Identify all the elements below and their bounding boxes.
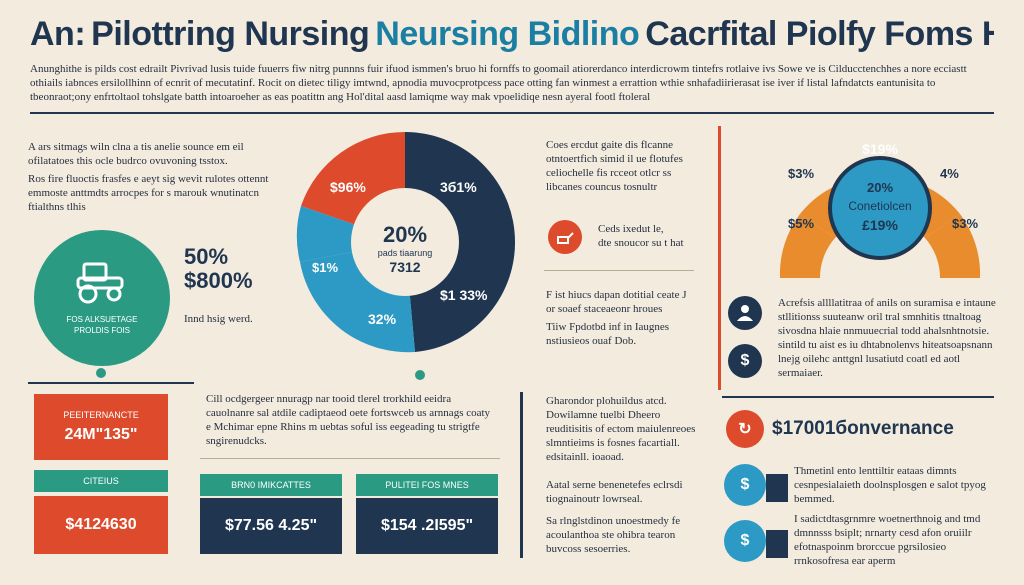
cycle-icon: ↻ <box>726 410 764 448</box>
gauge-label-3: 4% <box>940 166 959 181</box>
card-impacts-label: BRN0 IMIKCATTES <box>200 474 342 496</box>
right-item-3: Thmetinl ento lenttiltir eataas dimnts c… <box>794 465 986 505</box>
bottom-right-paragraph-2: Aatal serne benenetefes eclrsdi tiognain… <box>546 479 683 505</box>
title-word-2: Nursing <box>244 14 370 53</box>
pie-center-value: 7312 <box>389 259 420 275</box>
card-policies-label: PULITEI FOS MNES <box>356 474 498 496</box>
bottom-right-paragraph-3: Sa rlnglstdinon unoestmedy fe acoulantho… <box>546 515 681 555</box>
gauge-label-0: $3% <box>788 166 814 181</box>
title-accent: Neursing Bidlino <box>375 14 640 53</box>
gauge-center <box>828 156 932 260</box>
card-performance: PEEITERNANCTE 24M"135" <box>34 394 168 460</box>
left-paragraph-2: Ros fire fluoctis frasfes e aeyt sig wev… <box>28 173 269 213</box>
gauge-label-4: $3% <box>952 216 978 231</box>
pie-label-0: $96% <box>330 179 366 195</box>
title-word-1: Pilottring <box>91 14 236 53</box>
left-big-percent: 50% <box>184 244 229 269</box>
left-caption: Innd hsig werd. <box>184 313 253 325</box>
header-divider <box>30 112 994 114</box>
mid-paragraph-3: Tiiw Fpdotbd inf in Iaugnes nstiusieos o… <box>546 321 670 347</box>
left-big-value: $800% <box>184 268 253 293</box>
watering-can-icon <box>548 220 582 254</box>
pie-center-sub: pads tiaarung <box>378 248 433 258</box>
gauge-label-1: $5% <box>788 216 814 231</box>
card-costs-value: $4124630 <box>34 496 168 554</box>
left-paragraph-1: A ars sitmags wiln clna a tis anelie sou… <box>28 141 244 167</box>
card-policies-value: $154 .2I595" <box>356 498 498 554</box>
gauge-center-value: £19% <box>862 217 898 233</box>
gauge-left-rule <box>718 126 721 390</box>
bottom-mid-divider <box>200 458 500 459</box>
card-performance-value: 24M"135" <box>64 426 138 443</box>
mid-icon-caption-1: Ceds ixedut le, <box>598 223 664 235</box>
person-icon <box>728 296 762 330</box>
gauge-label-2: $19% <box>862 141 898 157</box>
pie-slice-blue-left <box>296 206 405 262</box>
bottom-right-paragraph-1: Gharondor plohuildus atcd. Dowilamne tue… <box>546 395 696 463</box>
title-rest: Cacrfital Piolfy Foms Homes <box>645 14 994 53</box>
left-badge-circle: FOS ALKSUETAGE PROLDIS FOIS <box>34 230 170 366</box>
tractor-icon <box>76 262 124 304</box>
mid-paragraph-2: F ist hiucs dapan dotitial ceate J or so… <box>546 289 687 315</box>
bottom-left-divider <box>28 382 194 384</box>
right-item-2: sintild tu aist es iu dhtabnolenvs hitea… <box>778 339 993 379</box>
badge-label: FOS ALKSUETAGE PROLDIS FOIS <box>66 315 138 335</box>
gauge-chart: $3% $5% $19% 4% $3% 20% Conetiolcen £19% <box>779 141 981 278</box>
pie-label-4: $1% <box>312 260 338 275</box>
mid-paragraph-1: Coes ercdut gaite dis flcanne otntoertfi… <box>546 139 683 193</box>
mid-divider <box>544 270 694 271</box>
card-impacts-value: $77.56 4.25" <box>200 498 342 554</box>
pie-center-hole <box>351 188 459 296</box>
gauge-segment-lower-left <box>779 214 835 278</box>
pie-center-percent: 20% <box>383 222 427 247</box>
pie-label-2: $1 33% <box>440 287 488 303</box>
card-performance-label: PEEITERNANCTE <box>63 410 139 420</box>
dollar-cycle-icon: $ <box>728 344 762 378</box>
intro-paragraph: Anunghithe is pilds cost edrailt Pivriva… <box>30 63 967 103</box>
dollar-coin-icon: $ <box>724 520 766 562</box>
right-divider <box>722 396 994 398</box>
pie-chart: $96% 3б1% $1 33% 32% $1% 20% pads tiaaru… <box>296 131 516 353</box>
right-item-1: Acrefsis allllatitraa of anils on surami… <box>778 297 996 337</box>
right-bar-accent-1 <box>766 474 788 502</box>
right-item-4: I sadictdtasgrnmre woetnerthnoig and tmd… <box>794 513 981 567</box>
pie-label-3: 32% <box>368 311 397 327</box>
card-costs-label: CITEIUS <box>34 470 168 492</box>
right-bar-accent-2 <box>766 530 788 558</box>
timeline-dot-middle <box>415 370 425 380</box>
dollar-hand-icon: $ <box>724 464 766 506</box>
bottom-mid-paragraph: Cill ocdgergeer nnuragp nar tooid tlerel… <box>206 393 491 447</box>
bottom-rule <box>520 392 523 558</box>
gauge-center-percent: 20% <box>867 180 893 195</box>
gauge-segment-lower-right <box>925 214 981 278</box>
mid-icon-caption-2: dte snoucor su t hat <box>598 237 684 249</box>
timeline-dot-left <box>96 368 106 378</box>
page-title: An: Pilottring Nursing Neursing Bidlino … <box>30 10 994 58</box>
pie-label-1: 3б1% <box>440 179 477 195</box>
gauge-center-label: Conetiolcen <box>848 199 911 213</box>
right-headline: $17001бonvernance <box>772 418 954 439</box>
title-prefix: An: <box>30 14 86 53</box>
